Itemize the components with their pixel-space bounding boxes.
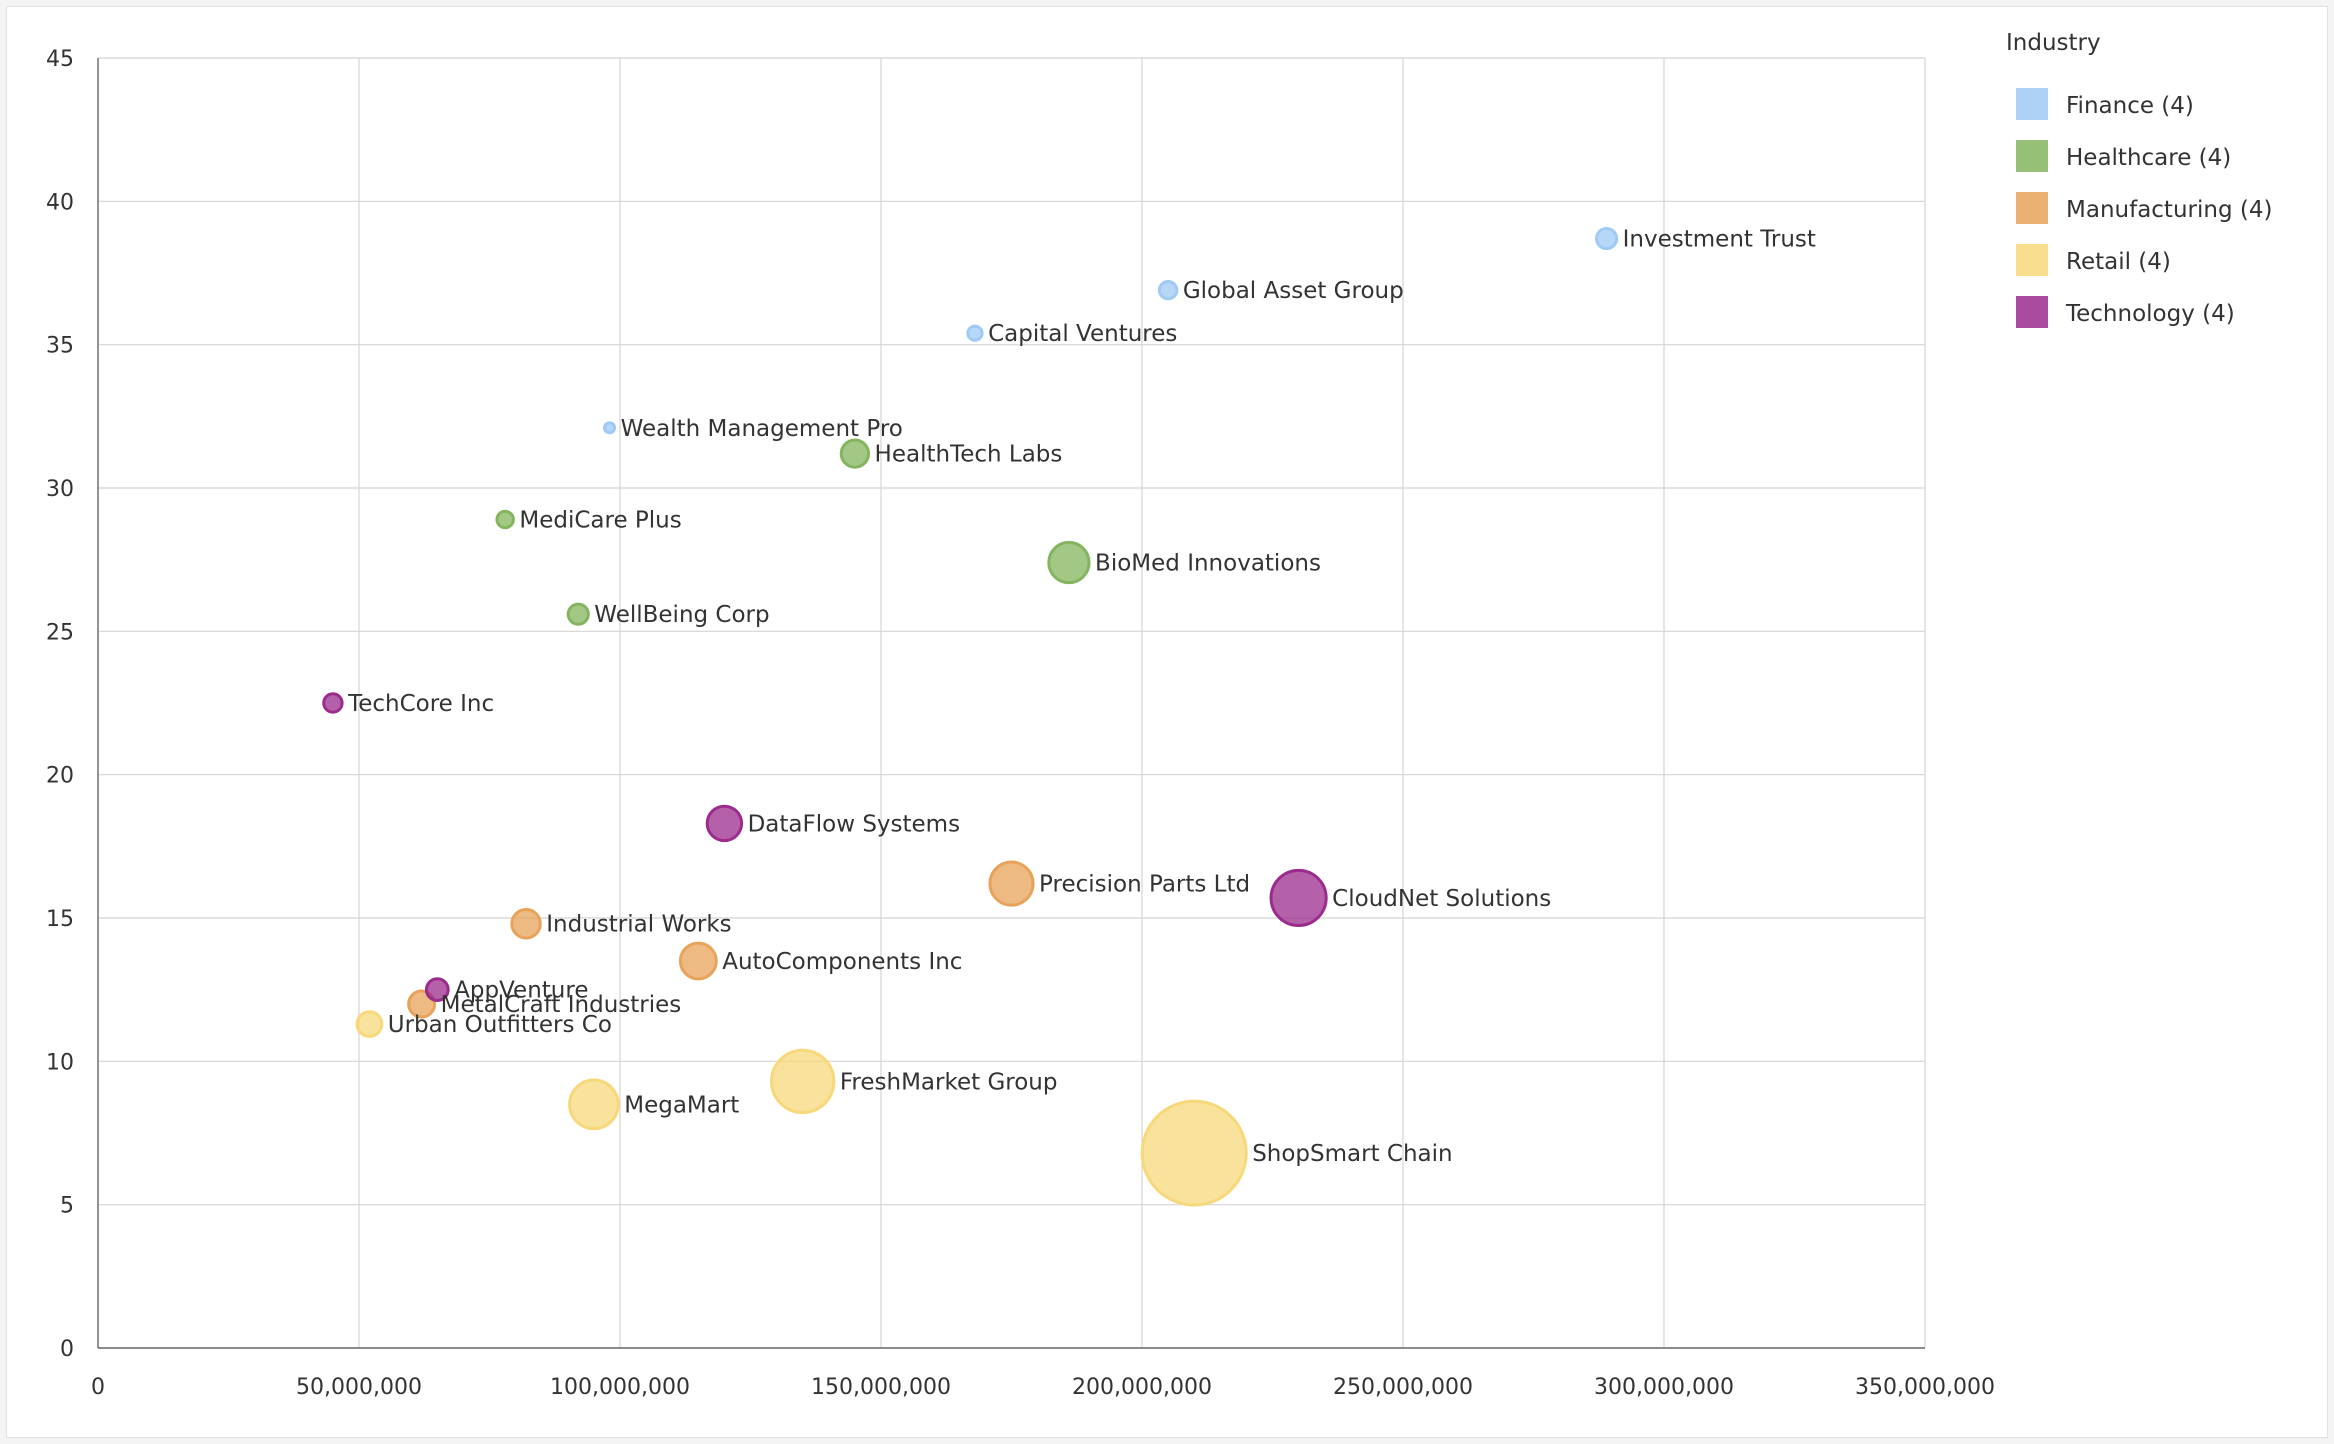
legend-swatch-technology	[2016, 296, 2048, 328]
bubble-appventure[interactable]	[424, 977, 450, 1003]
bubble-label: FreshMarket Group	[840, 1069, 1058, 1095]
bubble-biomed-innovations[interactable]	[1047, 540, 1091, 585]
bubbles	[322, 227, 1619, 1207]
bubble-precision-parts-ltd[interactable]	[988, 860, 1035, 907]
bubble-label: Global Asset Group	[1183, 278, 1404, 304]
bubble-label: HealthTech Labs	[875, 442, 1063, 468]
x-tick-label: 0	[91, 1375, 105, 1400]
bubble-label: TechCore Inc	[347, 691, 494, 717]
x-tick-label: 350,000,000	[1855, 1375, 1995, 1400]
legend-swatch-manufacturing	[2016, 192, 2048, 224]
y-tick-label: 40	[46, 190, 74, 215]
bubble-label: Capital Ventures	[988, 321, 1177, 347]
bubble-wellbeing-corp[interactable]	[566, 602, 590, 626]
bubble-label: WellBeing Corp	[594, 602, 769, 628]
bubble-label: Urban Outfitters Co	[388, 1012, 612, 1038]
y-tick-label: 15	[46, 907, 74, 932]
y-tick-label: 20	[46, 764, 74, 789]
legend-swatch-finance	[2016, 88, 2048, 120]
bubble-label: MetalCraft Industries	[441, 992, 682, 1018]
bubble-label: Wealth Management Pro	[621, 416, 903, 442]
legend-swatch-retail	[2016, 244, 2048, 276]
bubble-shopsmart-chain[interactable]	[1140, 1099, 1248, 1207]
x-tick-label: 150,000,000	[811, 1375, 951, 1400]
x-tick-label: 200,000,000	[1072, 1375, 1212, 1400]
bubble-label: MegaMart	[624, 1092, 739, 1118]
x-axis-ticks: 0 50,000,000 100,000,000 150,000,000 200,000…	[91, 1375, 1995, 1400]
bubble-label: DataFlow Systems	[748, 811, 960, 837]
bubble-megamart[interactable]	[568, 1078, 620, 1131]
bubble-dataflow-systems[interactable]	[705, 804, 744, 843]
legend-item-technology[interactable]: Technology (4)	[2065, 301, 2235, 327]
legend: Industry Finance (4) Healthcare (4) Manufa…	[2006, 30, 2272, 328]
legend-title: Industry	[2006, 30, 2101, 56]
grid-lines	[98, 57, 1926, 1348]
axes	[97, 58, 1925, 1349]
bubble-wealth-management-pro[interactable]	[603, 421, 617, 435]
bubble-investment-trust[interactable]	[1595, 227, 1619, 251]
bubble-label: ShopSmart Chain	[1252, 1141, 1452, 1167]
bubble-industrial-works[interactable]	[510, 907, 542, 940]
x-tick-label: 50,000,000	[296, 1375, 422, 1400]
y-axis-ticks: 0 5 10 15 20 25 30 35 40 45	[46, 47, 74, 1362]
bubble-labels: ShopSmart Chain FreshMarket Group CloudNet…	[347, 227, 1816, 1167]
bubble-autocomponents-inc[interactable]	[678, 941, 718, 981]
bubble-healthtech-labs[interactable]	[839, 438, 871, 469]
legend-item-finance[interactable]: Finance (4)	[2066, 93, 2194, 119]
y-tick-label: 25	[46, 620, 74, 645]
bubble-label: Precision Parts Ltd	[1039, 872, 1250, 898]
bubble-cloudnet-solutions[interactable]	[1269, 868, 1328, 928]
legend-item-manufacturing[interactable]: Manufacturing (4)	[2066, 197, 2272, 223]
y-tick-label: 10	[46, 1050, 74, 1075]
chart-frame	[6, 6, 2328, 1438]
bubble-label: AppVenture	[454, 978, 588, 1004]
x-tick-label: 300,000,000	[1594, 1375, 1734, 1400]
bubble-label: AutoComponents Inc	[722, 949, 962, 975]
y-tick-label: 0	[60, 1337, 74, 1362]
bubble-capital-ventures[interactable]	[966, 324, 984, 342]
bubble-freshmarket-group[interactable]	[770, 1048, 836, 1115]
legend-item-healthcare[interactable]: Healthcare (4)	[2066, 145, 2231, 171]
bubble-urban-outfitters-co[interactable]	[355, 1010, 384, 1038]
bubble-techcore-inc[interactable]	[322, 692, 344, 714]
bubble-label: Investment Trust	[1623, 227, 1816, 253]
bubble-label: BioMed Innovations	[1095, 551, 1321, 577]
bubble-medicare-plus[interactable]	[495, 509, 515, 530]
x-tick-label: 100,000,000	[550, 1375, 690, 1400]
bubble-label: CloudNet Solutions	[1332, 886, 1551, 912]
legend-item-retail[interactable]: Retail (4)	[2066, 249, 2171, 275]
y-tick-label: 45	[46, 47, 74, 72]
legend-swatch-healthcare	[2016, 140, 2048, 172]
y-tick-label: 35	[46, 334, 74, 359]
x-tick-label: 250,000,000	[1333, 1375, 1473, 1400]
bubble-label: MediCare Plus	[519, 508, 681, 534]
bubble-label: Industrial Works	[546, 912, 731, 938]
y-tick-label: 5	[60, 1194, 74, 1219]
bubble-global-asset-group[interactable]	[1157, 279, 1179, 301]
y-tick-label: 30	[46, 477, 74, 502]
